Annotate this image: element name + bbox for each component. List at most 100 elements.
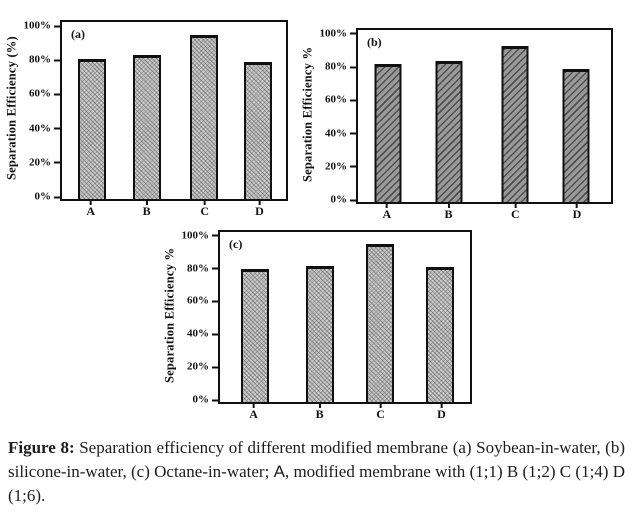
y-tick-mark <box>212 333 218 336</box>
y-tick-mark <box>350 32 356 35</box>
y-tick-label: 0% <box>192 393 210 406</box>
y-tick: 80% <box>325 60 356 73</box>
plot-wrap: (a) A B C D <box>60 20 288 219</box>
bar-A <box>78 58 107 199</box>
y-tick-mark <box>54 196 60 198</box>
x-tick-mark <box>440 404 443 408</box>
bar-C <box>190 34 219 199</box>
x-tick-label: C <box>200 204 210 218</box>
bar-A <box>374 64 402 202</box>
x-tick-label: A <box>249 407 258 421</box>
x-tick-label: C <box>510 207 520 221</box>
y-tick: 60% <box>187 294 218 307</box>
x-tick: C <box>511 204 520 221</box>
x-tick-label: A <box>86 204 96 218</box>
y-tick-mark <box>212 399 218 401</box>
y-axis: 0% 20% 40% 60% 80% 100% <box>318 27 356 205</box>
x-tick-mark <box>576 204 579 208</box>
y-tick-label: 0% <box>330 193 348 206</box>
y-tick-label: 20% <box>187 360 209 373</box>
x-tick: B <box>316 404 324 421</box>
x-tick-label: B <box>142 204 151 218</box>
y-tick: 60% <box>325 93 356 106</box>
y-tick-mark <box>350 132 356 135</box>
y-tick: 0% <box>330 193 356 206</box>
y-tick-mark <box>212 234 218 237</box>
y-tick-label: 40% <box>187 327 209 340</box>
y-tick-label: 80% <box>187 262 209 275</box>
plot-area: (a) <box>60 20 288 201</box>
x-axis: A B C D <box>60 201 288 219</box>
panel-label: (c) <box>229 237 243 251</box>
y-tick-label: 40% <box>29 122 51 135</box>
y-tick-mark <box>212 366 218 369</box>
x-tick-mark <box>203 201 206 205</box>
x-tick-label: C <box>376 407 385 421</box>
x-tick: B <box>143 201 151 218</box>
y-tick-label: 20% <box>29 156 51 169</box>
y-tick-mark <box>54 25 60 27</box>
y-tick: 20% <box>29 157 60 168</box>
x-tick: A <box>86 201 95 218</box>
y-tick: 100% <box>181 229 218 242</box>
y-tick-label: 80% <box>325 60 347 73</box>
panel-label: (b) <box>367 35 382 49</box>
x-tick-label: D <box>572 207 582 221</box>
y-axis: 0% 20% 40% 60% 80% 100% <box>180 229 218 405</box>
x-tick: D <box>437 404 446 421</box>
x-tick-mark <box>318 404 321 408</box>
y-tick: 40% <box>325 128 356 139</box>
bar-C <box>366 244 394 402</box>
x-tick: A <box>249 404 258 421</box>
y-tick-mark <box>350 199 356 201</box>
y-tick-label: 60% <box>187 294 209 307</box>
y-tick: 0% <box>192 393 218 406</box>
x-tick-label: D <box>255 204 264 218</box>
y-tick: 80% <box>187 263 218 274</box>
x-tick-mark <box>379 404 382 408</box>
y-tick-label: 100% <box>181 229 210 242</box>
y-tick-mark <box>350 165 356 168</box>
y-axis-title: Separation Efficiency (%) <box>4 36 19 181</box>
chart-panel-b: Separation Efficiency % 0% 20% 40% 60% 80% 100… <box>298 28 613 222</box>
y-tick-mark <box>212 267 218 270</box>
x-axis: A B C D <box>356 204 613 222</box>
x-tick: C <box>376 404 385 421</box>
y-tick: 80% <box>29 53 60 66</box>
y-tick-label: 60% <box>325 93 347 106</box>
bar-A <box>241 268 269 402</box>
caption-text: A <box>273 462 285 481</box>
x-tick: A <box>382 204 391 221</box>
caption-text: , modified membrane with (1;1) B (1;2) C… <box>8 462 625 505</box>
y-tick-label: 60% <box>29 87 51 100</box>
chart-panel-a: Separation Efficiency (%) 0% 20% 40% 60% 80% 1… <box>2 20 288 219</box>
x-tick-mark <box>258 201 261 205</box>
y-tick-mark <box>350 99 356 102</box>
y-tick-mark <box>54 161 60 164</box>
plot-area: (b) <box>356 28 613 204</box>
y-tick: 40% <box>29 123 60 134</box>
y-tick-label: 100% <box>319 27 348 40</box>
bar-B <box>306 265 334 402</box>
plot-area: (c) <box>218 230 472 404</box>
y-tick: 40% <box>187 327 218 340</box>
y-tick-mark <box>54 127 60 130</box>
caption-text: Separation efficiency of different modif… <box>8 438 626 481</box>
y-axis-title: Separation Efficiency % <box>162 247 177 383</box>
panel-label: (a) <box>71 27 85 41</box>
x-tick: B <box>445 204 453 221</box>
y-tick: 100% <box>319 27 356 40</box>
y-axis-title: Separation Efficiency % <box>300 46 315 182</box>
x-tick: D <box>572 204 582 221</box>
x-tick-label: B <box>315 407 324 421</box>
bar-C <box>501 45 529 202</box>
y-tick-label: 80% <box>29 53 51 66</box>
x-tick: D <box>255 201 264 218</box>
x-tick: C <box>200 201 209 218</box>
y-tick-mark <box>212 300 218 303</box>
y-tick: 100% <box>24 20 60 32</box>
chart-panel-c: Separation Efficiency % 0% 20% 40% 60% 80% 100… <box>160 230 472 422</box>
y-tick: 60% <box>29 87 60 100</box>
y-tick: 20% <box>325 161 356 172</box>
y-tick-label: 0% <box>34 190 52 203</box>
